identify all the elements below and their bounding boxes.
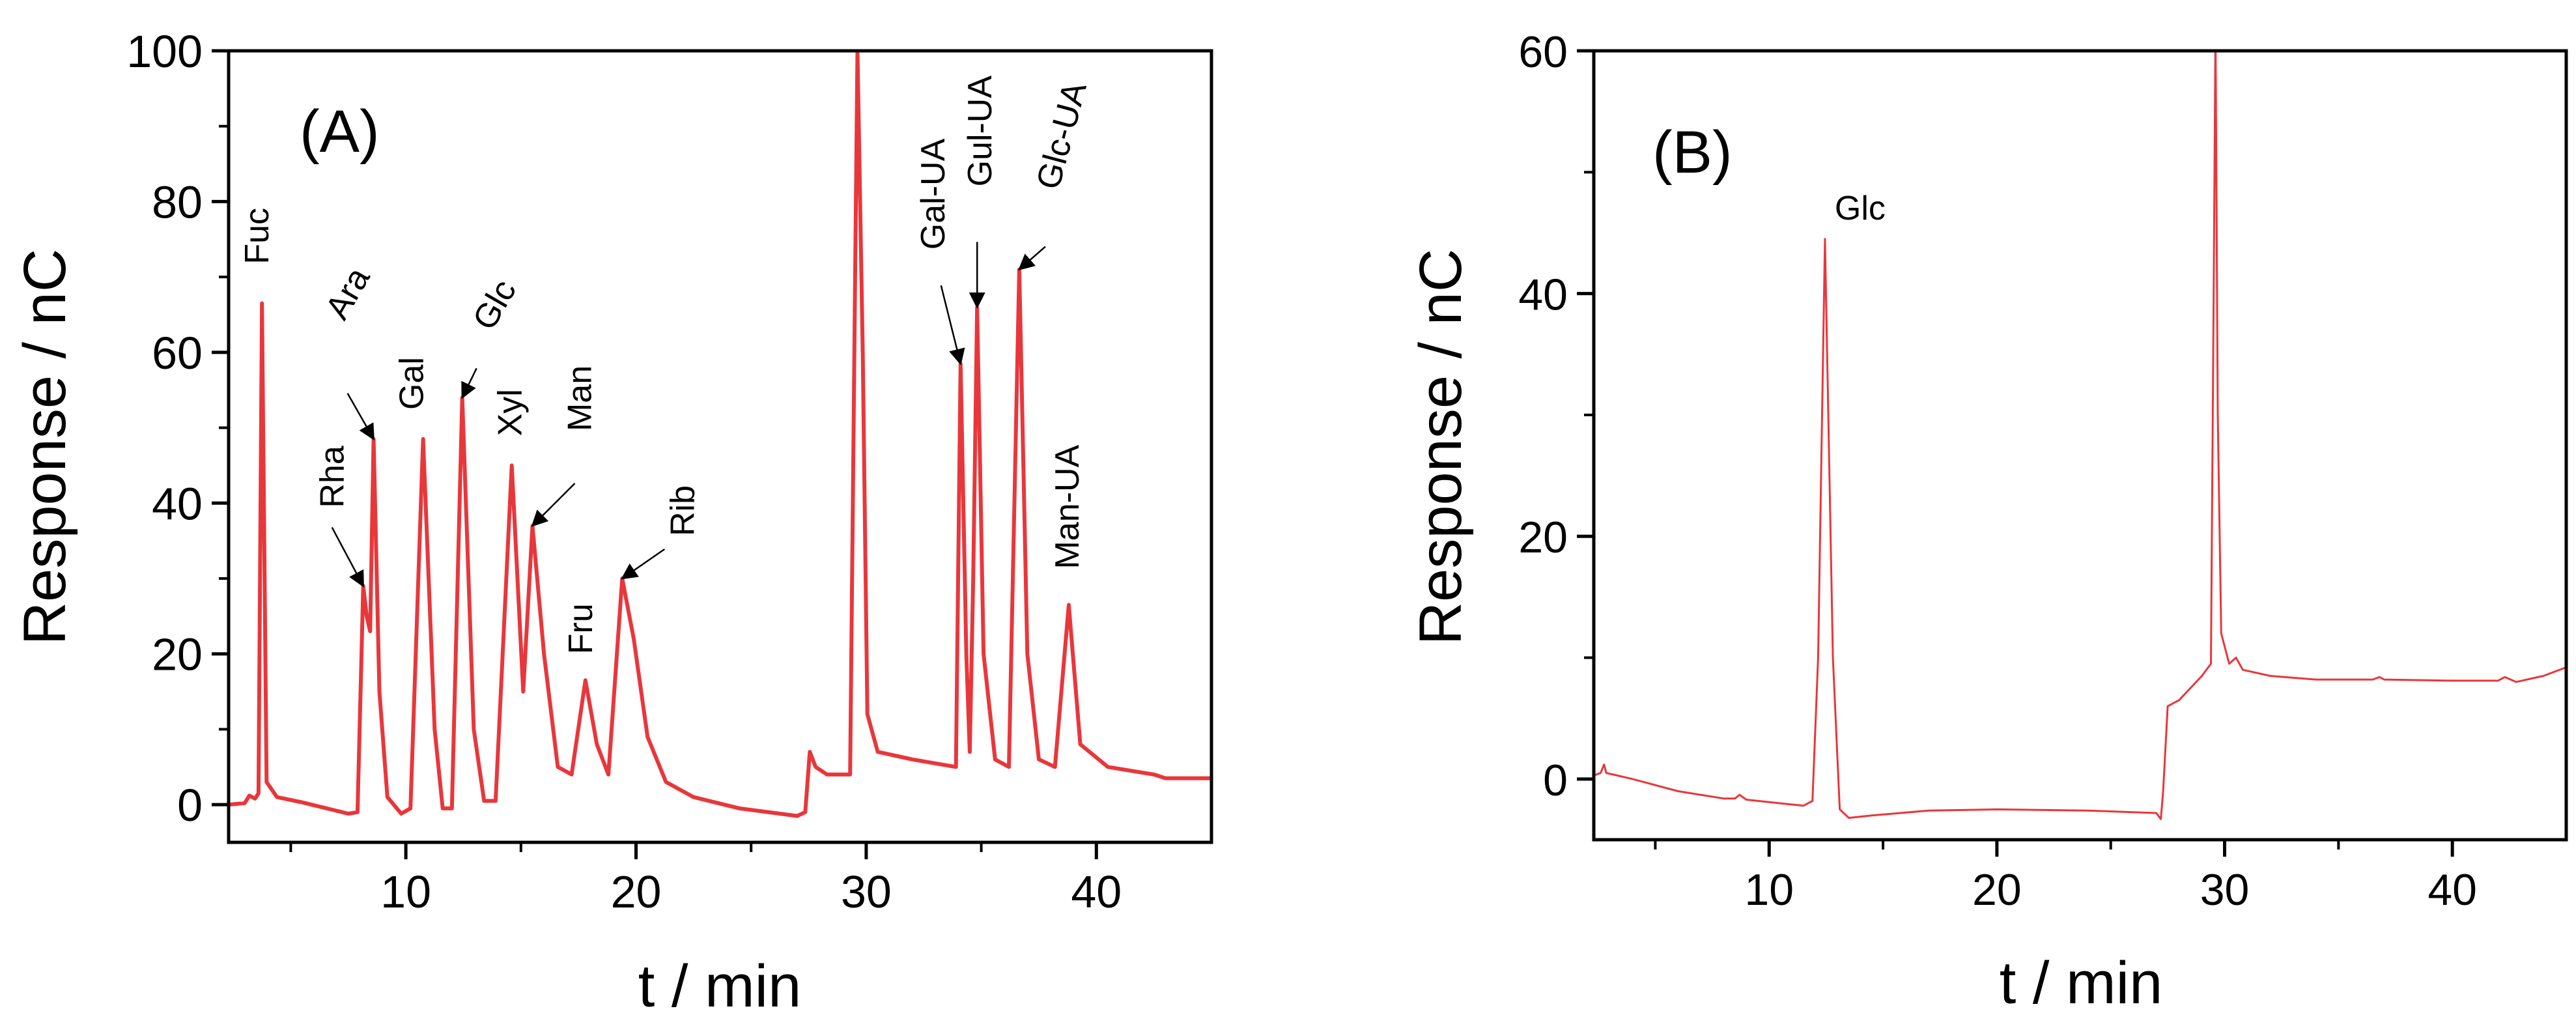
chart-a-y-tick-label: 60: [152, 328, 203, 378]
chart-b-x-tick-label: 30: [2200, 865, 2250, 915]
chart-a-annotation-arrow: [331, 526, 364, 588]
chart-a-y-tick-label: 100: [126, 26, 203, 77]
chart-a-annotation-arrow: [940, 285, 965, 365]
chart-b-axes-ticks: 10 20 30 40 0 20 40 60: [1518, 27, 2477, 915]
chart-a-x-tick-label: 40: [1071, 866, 1122, 917]
chart-a-x-tick-label: 10: [380, 866, 431, 917]
chart-a-annotation-label: Man-UA: [1049, 444, 1086, 569]
chart-b-y-tick-label: 60: [1518, 27, 1568, 77]
chart-a-annotation-label: Man: [561, 365, 599, 431]
chart-a-annotation-label: Rha: [314, 446, 352, 507]
chart-a-annotation-label: Glc: [466, 274, 524, 337]
chart-a-annotation-label: Fru: [562, 603, 600, 654]
chart-a-ylabel: Response / nC: [12, 249, 78, 646]
chart-b-ylabel: Response / nC: [1408, 249, 1474, 646]
chart-a-x-tick-label: 30: [841, 866, 892, 917]
chart-a-xlabel: t / min: [638, 953, 801, 1020]
chart-a-panel-label: (A): [300, 98, 380, 165]
chart-a-annotation-arrow: [461, 367, 477, 399]
chart-a-annotation-label: Rib: [664, 485, 701, 536]
chart-b-y-tick-label: 0: [1543, 756, 1568, 805]
chart-a-plot-frame: [227, 49, 1213, 844]
chart-b-series-group: [1594, 51, 2566, 820]
chart-b-x-tick-label: 40: [2427, 865, 2477, 915]
chart-a-annotation-arrow: [347, 393, 375, 441]
chart-a-y-tick-label: 40: [152, 478, 203, 529]
chart-b-xlabel: t / min: [2000, 950, 2162, 1016]
chart-a-annotation-label: Glc-UA: [1029, 78, 1094, 193]
chart-a-annotation-label: Fuc: [238, 208, 276, 264]
chart-a-axes-ticks: 10 20 30 40 0 20 40 60 80 100: [126, 26, 1122, 917]
chart-a-annotation-label: Ara: [318, 261, 378, 326]
chart-b-annotation-label: Glc: [1835, 190, 1886, 227]
chart-a-annotation-arrow: [621, 548, 666, 580]
chart-b-x-tick-label: 10: [1744, 865, 1794, 915]
chart-b-plot-frame: [1592, 49, 2568, 842]
chart-a-annotation-label: Gal: [393, 357, 431, 410]
chart-b-panel-label: (B): [1652, 119, 1733, 186]
chart-a-y-tick-label: 80: [152, 177, 203, 227]
chart-panel-b: 10 20 30 40 0 20 40 60 Glc (B) t / min Response…: [1408, 27, 2568, 1016]
chart-a-annotation-arrow: [531, 483, 576, 527]
chart-a-x-tick-label: 20: [611, 866, 662, 917]
chart-b-y-tick-label: 40: [1518, 270, 1568, 320]
chart-b-y-tick-label: 20: [1518, 513, 1568, 562]
chart-b-series-line-0: [1594, 51, 2566, 820]
chart-panel-a: 10 20 30 40 0 20 40 60 80 100 Fuc Rha Ara Gal Glc Xyl M…: [12, 26, 1213, 1020]
chart-a-annotation-label: Gal-UA: [914, 138, 952, 250]
chart-a-annotation-label: Gul-UA: [961, 76, 999, 187]
chart-b-x-tick-label: 20: [1972, 865, 2022, 915]
chart-a-annotation-label: Xyl: [492, 389, 530, 436]
chart-a-annotation-arrow: [1018, 246, 1046, 271]
chart-b-annotations: Glc: [1835, 190, 1886, 227]
chart-a-y-tick-label: 20: [152, 629, 203, 680]
chart-a-y-tick-label: 0: [177, 780, 203, 831]
